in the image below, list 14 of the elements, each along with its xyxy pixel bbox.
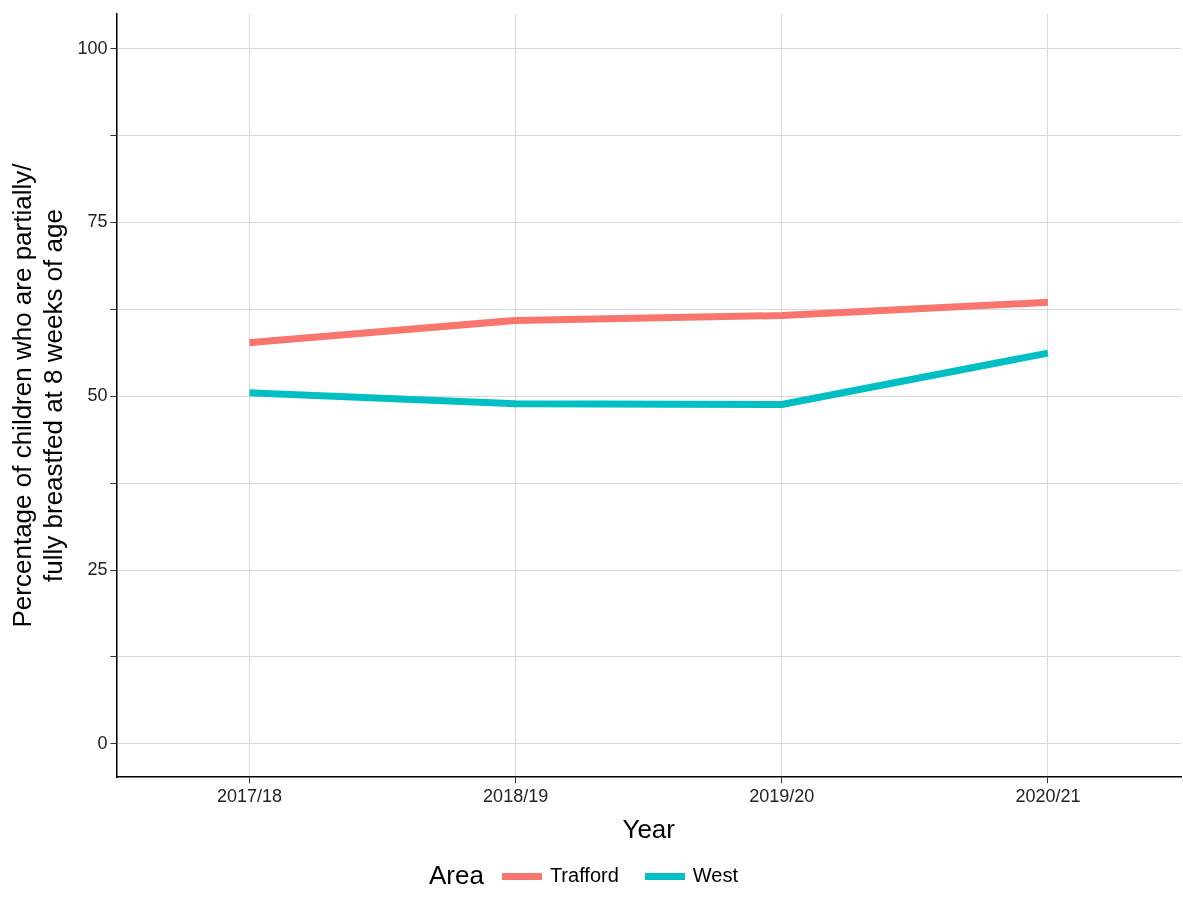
y-tick-label: 75 — [87, 211, 108, 232]
y-tick-label: 50 — [87, 385, 108, 406]
x-tick-label: 2019/20 — [749, 785, 815, 806]
x-tick-label: 2018/19 — [483, 785, 549, 806]
legend-label: Trafford — [548, 864, 619, 887]
y-tick-label: 0 — [97, 732, 108, 753]
y-tick-label: 25 — [87, 558, 108, 579]
x-axis-title: Year — [622, 813, 676, 844]
y-axis-title: Percentage of children who are partially/ fully breastfed at 8 weeks of age — [6, 162, 68, 628]
legend-label: West — [691, 864, 739, 887]
x-tick-label: 2020/21 — [1015, 785, 1081, 806]
x-tick-label: 2017/18 — [216, 785, 283, 806]
legend-title: Area — [428, 860, 484, 891]
y-tick-label: 100 — [77, 37, 108, 58]
